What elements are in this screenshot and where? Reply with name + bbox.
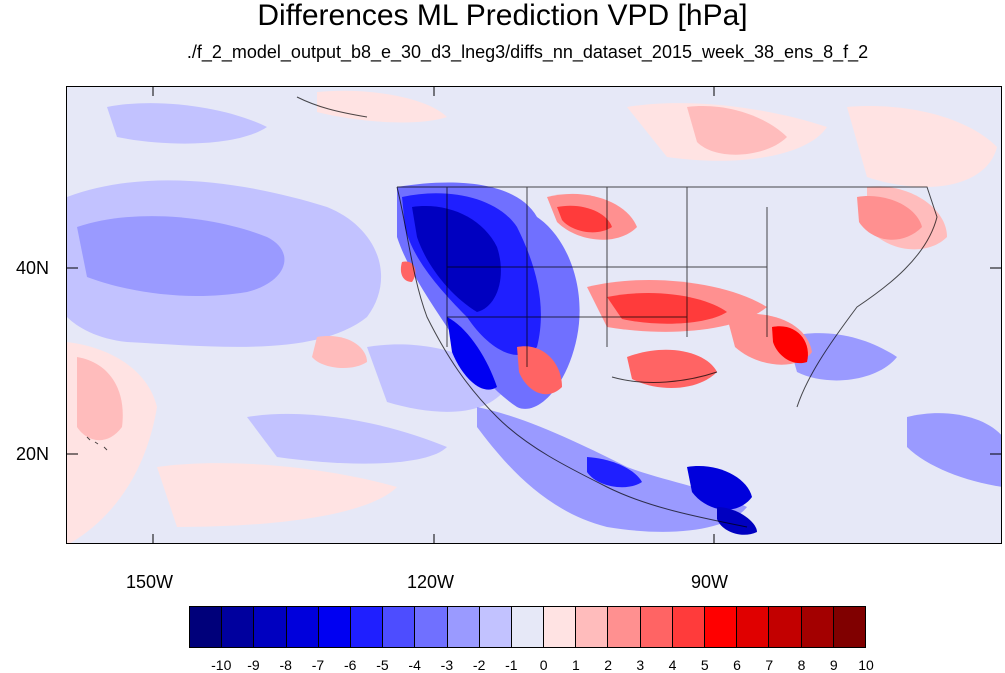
colorbar-label: -9 [247,657,260,673]
figure-subtitle: ./f_2_model_output_b8_e_30_d3_lneg3/diff… [186,42,869,62]
colorbar-swatch [608,607,641,647]
colorbar-swatch [769,607,802,647]
colorbar-label: -3 [440,657,454,673]
colorbar-swatch [479,607,512,647]
colorbar-label: 1 [571,657,580,673]
colorbar-label: 7 [765,657,774,673]
colorbar-label: 0 [539,657,548,673]
colorbar-swatch [576,607,609,647]
colorbar-label: 4 [668,657,677,673]
vpd-difference-map [67,87,1001,543]
lat-tick-20n: 20N [16,444,50,464]
colorbar-swatch [350,607,384,647]
colorbar-label: 6 [733,657,741,673]
colorbar-label: -6 [343,657,357,673]
colorbar-label: -1 [505,657,518,673]
colorbar-swatch [737,607,770,647]
colorbar-swatch [447,607,480,647]
lat-tick-40n: 40N [16,258,50,278]
colorbar-label: 3 [636,657,645,673]
colorbar-swatch [640,607,673,647]
colorbar-swatch [190,607,223,647]
colorbar-label: 9 [829,657,838,673]
colorbar-swatch [383,607,416,647]
colorbar-label: -5 [376,657,389,673]
colorbar-label: 5 [700,657,709,673]
colorbar-label: 8 [797,657,806,673]
lon-tick-150w: 150W [126,572,174,592]
colorbar-swatch [672,607,705,647]
colorbar-swatch [544,607,577,647]
colorbar-label: 2 [604,657,612,673]
colorbar-swatch [833,607,865,647]
colorbar-swatch [318,607,351,647]
lon-tick-120w: 120W [407,572,455,592]
colorbar-label: -10 [211,657,232,673]
figure-title: Differences ML Prediction VPD [hPa] [257,0,748,32]
colorbar-label: -7 [311,657,325,673]
colorbar [189,606,866,648]
colorbar-swatch [801,607,834,647]
map-panel [66,86,1002,544]
colorbar-swatch [286,607,319,647]
colorbar-label: -2 [472,657,486,673]
colorbar-swatch [415,607,448,647]
colorbar-swatch [511,607,545,647]
colorbar-swatch [222,607,255,647]
colorbar-label: -4 [408,657,421,673]
lon-tick-90w: 90W [691,572,729,592]
colorbar-label: -8 [279,657,292,673]
colorbar-label: 10 [858,657,874,673]
colorbar-swatch [254,607,287,647]
colorbar-swatch [705,607,738,647]
